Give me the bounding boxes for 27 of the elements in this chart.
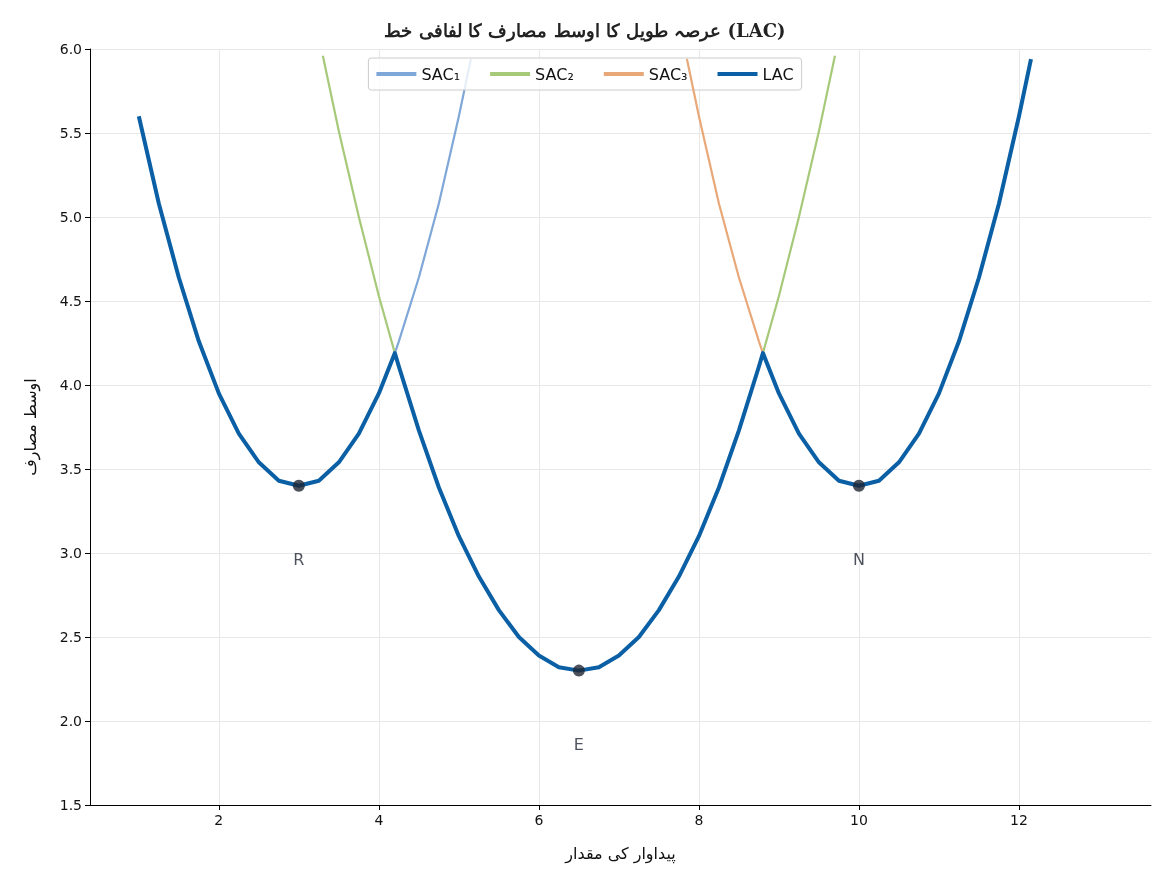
legend-label: LAC (762, 64, 794, 84)
y-tick-label: 6.0 (59, 41, 82, 57)
x-tick-label: 6 (534, 812, 544, 828)
y-tick-label: 4.5 (59, 293, 82, 309)
annotation: R (293, 550, 305, 570)
y-tick-label: 3.5 (59, 461, 82, 477)
y-tick-label: 3.0 (59, 545, 82, 561)
x-axis-title: پیداوار کی مقدار (564, 843, 676, 864)
y-tick-label: 2.0 (59, 713, 82, 729)
x-tick-label: 8 (694, 812, 704, 828)
annotation: E (573, 735, 584, 755)
y-tick-label: 2.5 (59, 629, 82, 645)
y-tick-label: 4.0 (59, 377, 82, 393)
y-tick-label: 5.5 (59, 125, 82, 141)
legend-label: SAC₁ (421, 64, 461, 84)
legend-label: SAC₂ (535, 64, 574, 84)
x-tick-label: 4 (374, 812, 384, 828)
y-tick-label: 5.0 (59, 209, 82, 225)
x-tick-label: 12 (1010, 812, 1028, 828)
y-axis-title: اوسط مصارف (20, 378, 41, 476)
x-tick-label: 10 (850, 812, 868, 828)
legend-label: SAC₃ (648, 64, 688, 84)
annotation: N (852, 550, 865, 570)
y-tick-label: 1.5 (59, 797, 82, 813)
line-series (685, 57, 765, 355)
chart-title: عرصہ طویل کا اوسط مصارف کا لفافی خط (LAC) (384, 19, 786, 42)
x-tick-label: 2 (214, 812, 224, 828)
